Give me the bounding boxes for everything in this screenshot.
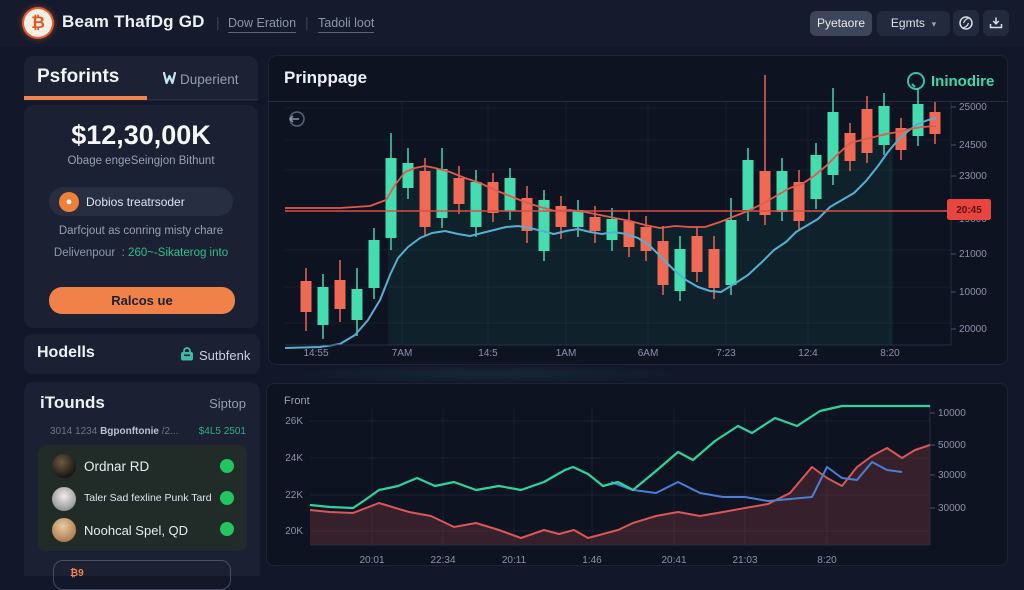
svg-text:20:41: 20:41 xyxy=(661,555,686,566)
svg-text:14:55: 14:55 xyxy=(303,348,328,359)
svg-text:22K: 22K xyxy=(285,490,303,501)
svg-text:24K: 24K xyxy=(285,453,303,464)
svg-text:7AM: 7AM xyxy=(392,348,413,359)
svg-text:8:20: 8:20 xyxy=(880,348,900,359)
svg-text:30000: 30000 xyxy=(938,503,966,514)
svg-text:20K: 20K xyxy=(285,526,303,537)
svg-text:20000: 20000 xyxy=(959,324,987,335)
svg-text:21000: 21000 xyxy=(959,249,987,260)
svg-text:8:20: 8:20 xyxy=(817,555,837,566)
svg-text:7:23: 7:23 xyxy=(716,348,736,359)
svg-text:22:34: 22:34 xyxy=(430,555,455,566)
svg-text:10000: 10000 xyxy=(959,287,987,298)
svg-text:25000: 25000 xyxy=(959,102,987,113)
svg-text:1AM: 1AM xyxy=(556,348,577,359)
svg-text:1:46: 1:46 xyxy=(582,555,602,566)
svg-text:50000: 50000 xyxy=(938,440,966,451)
svg-text:20:11: 20:11 xyxy=(502,555,527,566)
svg-text:30000: 30000 xyxy=(938,470,966,481)
svg-text:23000: 23000 xyxy=(959,171,987,182)
svg-text:6AM: 6AM xyxy=(638,348,659,359)
svg-text:10000: 10000 xyxy=(938,408,966,419)
svg-text:21:03: 21:03 xyxy=(732,555,757,566)
svg-text:26K: 26K xyxy=(285,416,303,427)
svg-text:12:4: 12:4 xyxy=(798,348,818,359)
svg-text:24500: 24500 xyxy=(959,140,987,151)
svg-text:20:45: 20:45 xyxy=(956,205,982,216)
svg-text:20:01: 20:01 xyxy=(359,555,384,566)
svg-text:14:5: 14:5 xyxy=(478,348,498,359)
